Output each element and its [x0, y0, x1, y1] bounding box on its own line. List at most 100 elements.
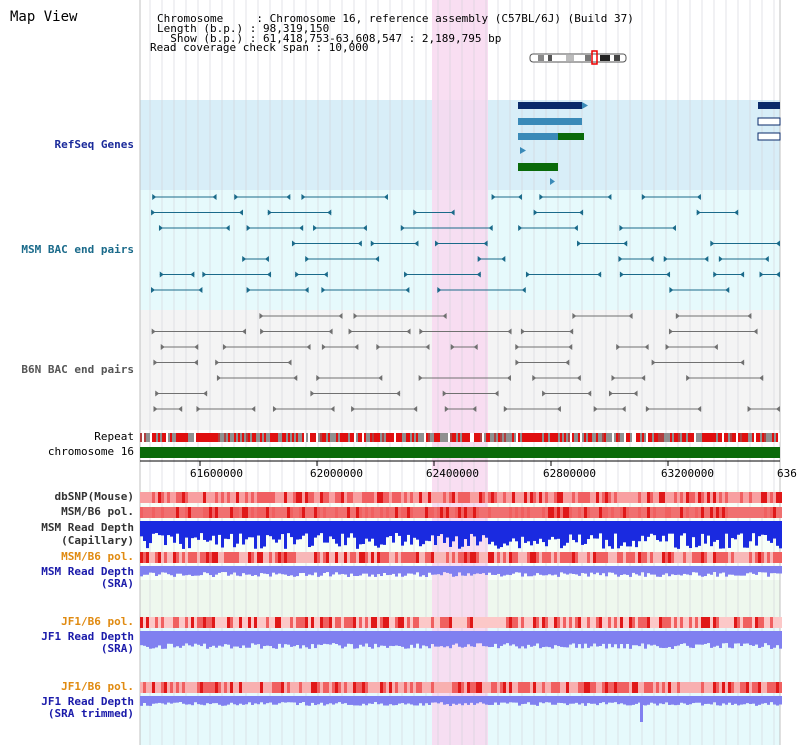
repeat-segment	[658, 433, 660, 442]
msm-sra-depth-bar	[398, 566, 401, 574]
msm-capillary-depth-bar	[311, 521, 314, 546]
msm-bac-pair-end	[286, 194, 291, 200]
msm-sra-depth-bar	[638, 566, 641, 576]
refseq-track-label[interactable]: RefSeq Genes	[54, 138, 134, 151]
msm-depth-capillary-label[interactable]: MSM Read Depth	[41, 521, 134, 534]
msm-sra-depth-bar	[767, 566, 770, 577]
jf1-b6-pol-label-1[interactable]: JF1/B6 pol.	[61, 615, 134, 628]
jf1-b6-pol-cell	[314, 682, 317, 693]
msm-sra-depth-bar	[143, 566, 146, 575]
msm-depth-sra-label[interactable]: MSM Read Depth	[41, 565, 134, 578]
repeat-segment	[458, 433, 460, 442]
msm-b6-pol-cell	[491, 552, 494, 563]
msm-bac-track-label[interactable]: MSM BAC end pairs	[21, 243, 134, 256]
msm-b6-pol-cell	[440, 552, 443, 563]
jf1-b6-pol-cell	[581, 617, 584, 628]
jf1-b6-pol-cell	[365, 617, 368, 628]
dbsnp-track-label[interactable]: dbSNP(Mouse)	[54, 490, 134, 503]
jf1-b6-pol-cell	[719, 682, 722, 693]
msm-b6-pol-cell	[752, 552, 755, 563]
jf1-b6-pol-cell	[257, 682, 260, 693]
jf1-sra-depth-bar	[410, 631, 413, 645]
jf1-b6-pol-cell	[530, 617, 533, 628]
jf1-trimmed-depth-bar	[590, 696, 593, 704]
jf1-trimmed-depth-bar	[656, 696, 659, 706]
msm-b6-pol-cell	[308, 552, 311, 563]
msm-b6-pol-label-1[interactable]: MSM/B6 pol.	[61, 505, 134, 518]
msm-b6-pol-cell	[557, 507, 560, 518]
jf1-b6-pol-cell	[176, 617, 179, 628]
jf1-b6-pol-cell	[371, 617, 374, 628]
msm-sra-depth-bar	[506, 566, 509, 575]
dbsnp-cell	[404, 492, 407, 503]
repeat-segment	[554, 433, 556, 442]
msm-b6-pol-cell	[374, 507, 377, 518]
repeat-track-label: Repeat	[94, 430, 134, 443]
msm-b6-pol-cell	[605, 507, 608, 518]
repeat-segment	[362, 433, 364, 442]
msm-sra-depth-bar	[281, 566, 284, 575]
dbsnp-cell	[422, 492, 425, 503]
jf1-b6-pol-cell	[680, 617, 683, 628]
jf1-sra-depth-bar	[446, 631, 449, 647]
jf1-sra-depth-bar	[221, 631, 224, 647]
jf1-trimmed-depth-bar	[389, 696, 392, 705]
jf1-b6-pol-cell	[356, 682, 359, 693]
repeat-segment	[460, 433, 462, 442]
jf1-b6-pol-cell	[284, 617, 287, 628]
msm-sra-depth-bar	[203, 566, 206, 573]
jf1-b6-pol-cell	[191, 682, 194, 693]
msm-sra-depth-bar	[734, 566, 737, 576]
repeat-segment	[194, 433, 196, 442]
msm-capillary-depth-bar	[602, 521, 605, 549]
msm-capillary-depth-bar	[488, 521, 491, 545]
msm-b6-pol-cell	[389, 552, 392, 563]
msm-sra-depth-bar	[536, 566, 539, 574]
jf1-b6-pol-label-2[interactable]: JF1/B6 pol.	[61, 680, 134, 693]
jf1-sra-depth-bar	[500, 631, 503, 646]
msm-b6-pol-cell	[755, 552, 758, 563]
msm-sra-depth-bar	[746, 566, 749, 574]
msm-capillary-depth-bar	[386, 521, 389, 538]
msm-b6-pol-cell	[236, 507, 239, 518]
jf1-b6-pol-cell	[527, 682, 530, 693]
msm-b6-pol-cell	[161, 552, 164, 563]
msm-b6-pol-label-2[interactable]: MSM/B6 pol.	[61, 550, 134, 563]
msm-bac-pair-end	[383, 194, 388, 200]
jf1-sra-depth-bar	[707, 631, 710, 644]
msm-b6-pol-cell	[269, 552, 272, 563]
jf1-trimmed-depth-bar	[155, 696, 158, 704]
jf1-sra-depth-bar	[296, 631, 299, 646]
msm-capillary-depth-bar	[545, 521, 548, 547]
jf1-b6-pol-cell	[551, 617, 554, 628]
b6n-bac-pair-end	[376, 344, 381, 350]
repeat-segment	[346, 433, 348, 442]
b6n-bac-track-label[interactable]: B6N BAC end pairs	[21, 363, 134, 376]
repeat-segment	[524, 433, 526, 442]
jf1-b6-pol-cell	[497, 682, 500, 693]
msm-sra-depth-bar	[350, 566, 353, 574]
repeat-segment	[722, 433, 724, 442]
msm-sra-depth-bar	[611, 566, 614, 573]
dbsnp-cell	[773, 492, 776, 503]
jf1-b6-pol-cell	[275, 617, 278, 628]
repeat-segment	[682, 433, 684, 442]
jf1-b6-pol-cell	[623, 682, 626, 693]
jf1-trimmed-depth-bar	[503, 696, 506, 703]
msm-b6-pol-cell	[644, 552, 647, 563]
jf1-trimmed-depth-bar	[509, 696, 512, 703]
repeat-segment	[764, 433, 766, 442]
jf1-b6-pol-cell	[170, 682, 173, 693]
jf1-trimmed-depth-bar	[314, 696, 317, 706]
msm-b6-pol-cell	[212, 507, 215, 518]
jf1-b6-pol-cell	[257, 617, 260, 628]
jf1-b6-pol-cell	[209, 617, 212, 628]
msm-b6-pol-cell	[341, 507, 344, 518]
msm-b6-pol-cell	[434, 507, 437, 518]
jf1-depth-trimmed-label[interactable]: JF1 Read Depth	[41, 695, 134, 708]
msm-bac-pair-end	[212, 194, 217, 200]
msm-b6-pol-cell	[404, 552, 407, 563]
jf1-depth-sra-label[interactable]: JF1 Read Depth	[41, 630, 134, 643]
jf1-sra-depth-bar	[746, 631, 749, 644]
jf1-b6-pol-cell	[632, 617, 635, 628]
